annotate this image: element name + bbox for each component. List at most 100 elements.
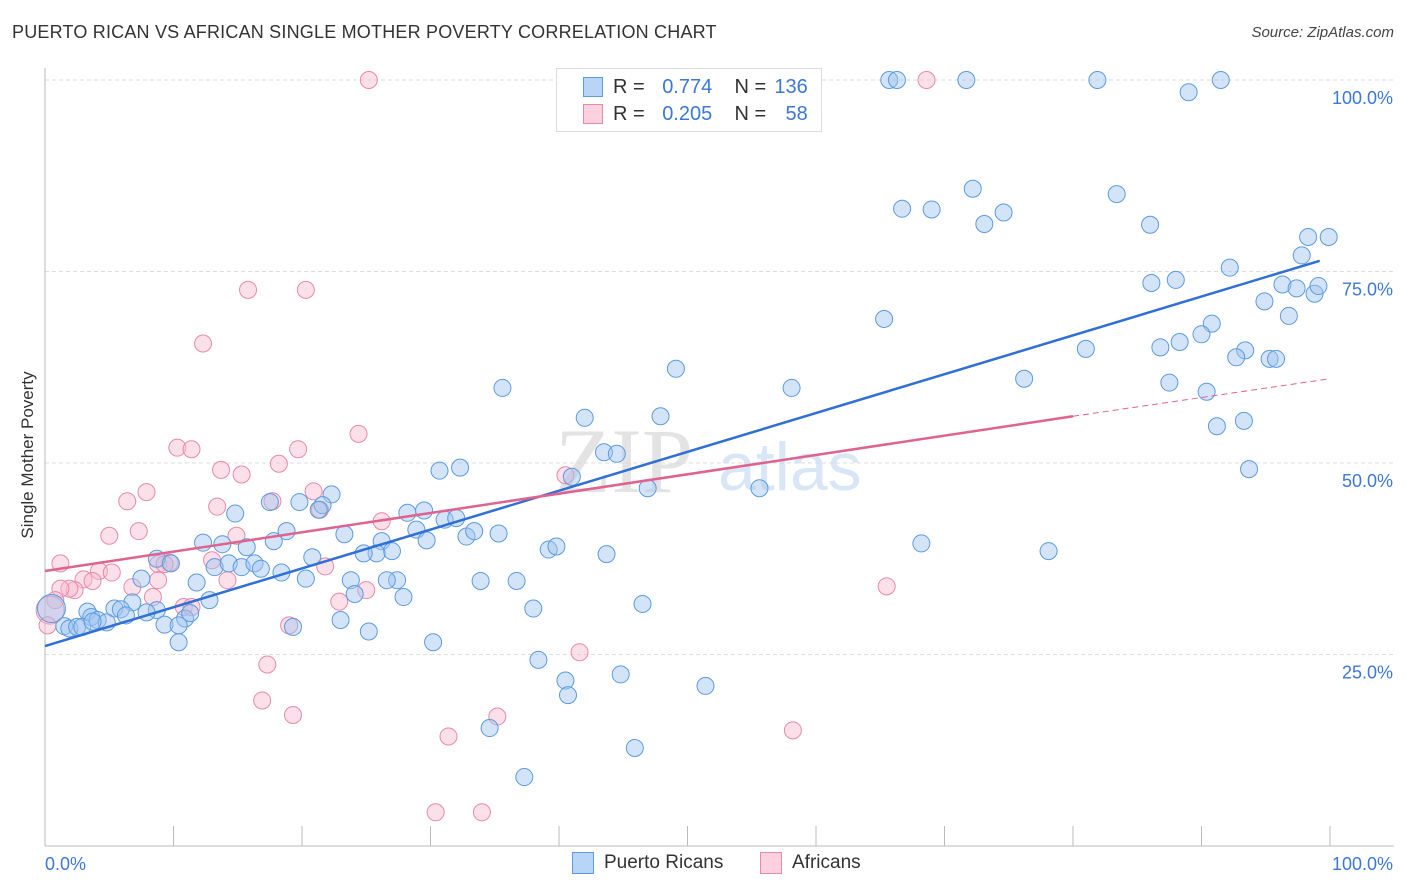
african-point: [258, 655, 277, 674]
legend-item-puerto-ricans[interactable]: Puerto Ricans: [572, 852, 723, 874]
puerto-rican-point: [963, 179, 982, 198]
r-value: 0.774: [662, 75, 713, 98]
puerto-rican-point: [1015, 369, 1034, 388]
puerto-rican-point: [1141, 215, 1160, 234]
legend-row-puerto-ricans: R = 0.774 N = 136: [583, 75, 808, 99]
puerto-rican-point: [296, 569, 315, 588]
puerto-rican-point: [1319, 228, 1338, 247]
puerto-rican-point: [1287, 279, 1306, 298]
puerto-rican-point: [750, 479, 769, 498]
puerto-rican-point: [1211, 71, 1230, 89]
african-point: [35, 595, 65, 625]
african-point: [359, 71, 378, 89]
puerto-rican-point: [607, 444, 626, 463]
puerto-rican-point: [575, 408, 594, 427]
african-point: [357, 581, 376, 600]
african-point: [212, 460, 231, 479]
puerto-rican-point: [558, 686, 577, 705]
source-label: Source: ZipAtlas.com: [1251, 24, 1394, 41]
puerto-rican-point: [696, 676, 715, 695]
puerto-rican-point: [1234, 411, 1253, 430]
puerto-rican-point: [489, 524, 508, 543]
puerto-rican-point: [60, 619, 79, 638]
puerto-rican-point: [893, 199, 912, 218]
african-point: [239, 280, 258, 299]
puerto-rican-point: [465, 522, 484, 541]
y-tick-label: 100.0%: [1332, 88, 1393, 108]
puerto-rican-point: [398, 503, 417, 522]
puerto-rican-point: [169, 616, 188, 635]
pink-swatch-icon: [583, 104, 603, 124]
n-label: N =: [734, 102, 767, 125]
puerto-rican-trendline: [44, 259, 1321, 648]
puerto-rican-point: [1039, 542, 1058, 561]
y-tick-label: 50.0%: [1342, 471, 1393, 491]
puerto-rican-point: [515, 768, 534, 787]
puerto-rican-point: [507, 571, 526, 590]
correlation-legend: R = 0.774 N = 136 R = 0.205 N = 58: [556, 68, 822, 132]
puerto-rican-point: [377, 571, 396, 590]
african-point: [877, 577, 896, 596]
puerto-rican-point: [1170, 332, 1189, 351]
puerto-rican-point: [651, 407, 670, 426]
puerto-rican-point: [205, 558, 224, 577]
puerto-rican-point: [451, 458, 470, 477]
puerto-rican-point: [1240, 460, 1259, 479]
puerto-rican-point: [994, 203, 1013, 222]
puerto-rican-point: [1142, 273, 1161, 292]
puerto-rican-point: [912, 534, 931, 553]
puerto-rican-point: [875, 309, 894, 328]
puerto-rican-point: [161, 554, 180, 573]
african-point: [330, 592, 349, 611]
african-point: [227, 526, 246, 545]
puerto-rican-point: [36, 594, 66, 624]
puerto-rican-point: [1151, 338, 1170, 357]
puerto-rican-point: [957, 71, 976, 89]
puerto-rican-point: [887, 71, 906, 89]
african-trendline-extrapolated: [1072, 378, 1331, 417]
chart-title: PUERTO RICAN VS AFRICAN SINGLE MOTHER PO…: [12, 22, 717, 42]
puerto-rican-point: [633, 594, 652, 613]
watermark-zip: ZIP: [555, 410, 693, 512]
puerto-rican-point: [1197, 382, 1216, 401]
african-point: [218, 571, 237, 590]
puerto-rican-point: [1179, 83, 1198, 102]
n-value: 136: [774, 75, 808, 98]
r-value: 0.205: [662, 102, 713, 125]
puerto-rican-point: [666, 359, 685, 378]
african-point: [284, 706, 303, 725]
puerto-rican-point: [415, 501, 434, 520]
puerto-rican-point: [284, 617, 303, 636]
african-point: [269, 454, 288, 473]
puerto-rican-point: [597, 545, 616, 564]
puerto-rican-point: [111, 600, 130, 619]
r-label: R =: [613, 102, 645, 125]
african-point: [917, 71, 936, 89]
african-point: [426, 803, 445, 822]
puerto-rican-point: [493, 378, 512, 397]
african-point: [304, 482, 323, 501]
puerto-rican-point: [1192, 325, 1211, 344]
puerto-rican-point: [1220, 258, 1239, 277]
african-point: [472, 803, 491, 822]
puerto-rican-point: [105, 599, 124, 618]
pink-swatch-icon: [760, 852, 782, 874]
legend-label: Africans: [792, 852, 861, 873]
african-point: [118, 492, 137, 511]
puerto-rican-point: [181, 604, 200, 623]
puerto-rican-point: [1207, 417, 1226, 436]
african-point: [253, 691, 272, 710]
x-tick-label: 100.0%: [1332, 854, 1393, 874]
puerto-rican-point: [1076, 339, 1095, 358]
n-value: 58: [785, 102, 808, 125]
african-point: [149, 571, 168, 590]
african-point: [289, 440, 308, 459]
puerto-rican-point: [382, 542, 401, 561]
puerto-rican-point: [1227, 348, 1246, 367]
african-point: [51, 579, 70, 598]
legend-row-africans: R = 0.205 N = 58: [583, 102, 808, 126]
african-point: [129, 522, 148, 541]
legend-item-africans[interactable]: Africans: [760, 852, 861, 874]
puerto-rican-point: [975, 215, 994, 234]
